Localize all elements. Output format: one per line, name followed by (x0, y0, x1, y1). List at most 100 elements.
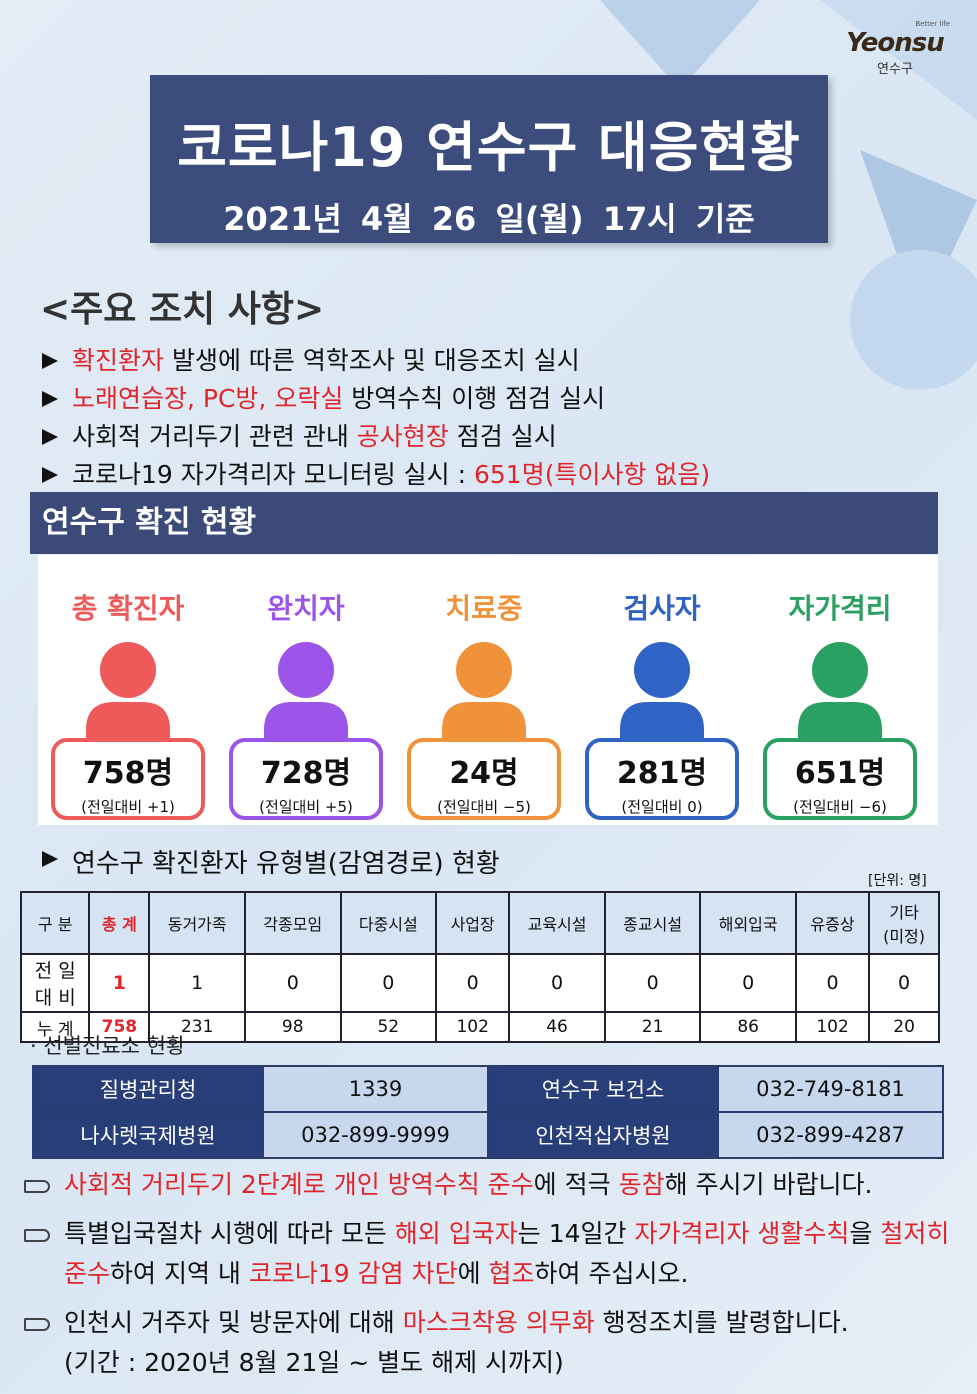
table-cell: 46 (508, 1011, 606, 1043)
table-cell: 52 (339, 1011, 438, 1043)
text: 발생에 따른 역학조사 및 대응조치 실시 (164, 346, 580, 375)
measure-list: 확진환자 발생에 따른 역학조사 및 대응조치 실시 노래연습장, PC방, 오락… (40, 342, 940, 494)
clinic-row: 질병관리청 1339 연수구 보건소 032-749-8181 (31, 1065, 944, 1113)
table-header-cell: 각종모임 (243, 891, 342, 955)
table-cell: 86 (699, 1011, 797, 1043)
title: 코로나19 연수구 대응현황 (177, 116, 801, 179)
text: 하여 주십시오. (534, 1259, 689, 1288)
table-cell: 누 계 (19, 1011, 91, 1043)
notice: 사회적 거리두기 2단계로 개인 방역수칙 준수에 적극 동참해 주시기 바랍니… (22, 1165, 967, 1205)
table-cell: 0 (508, 953, 606, 1013)
unit-label: [단위: 명] (868, 873, 927, 889)
table-cell: 0 (868, 953, 940, 1013)
types-heading: 연수구 확진환자 유형별(감염경로) 현황 (40, 843, 500, 880)
text: 는 14일간 (517, 1219, 635, 1248)
table-cell: 758 (88, 1011, 151, 1043)
table-cell: 231 (148, 1011, 246, 1043)
notices: 사회적 거리두기 2단계로 개인 방역수칙 준수에 적극 동참해 주시기 바랍니… (22, 1165, 967, 1392)
table-cell: 98 (243, 1011, 342, 1043)
text: 점검 실시 (448, 422, 557, 451)
text: 사회적 거리두기 관련 관내 (72, 422, 357, 451)
text: 방역수칙 이행 점검 실시 (343, 384, 606, 413)
clinics-table: 질병관리청 1339 연수구 보건소 032-749-8181 나사렛국제병원 032-8… (31, 1065, 944, 1159)
clinic-phone: 032-899-9999 (262, 1111, 489, 1159)
table-row: 누 계 758 231 98 52 102 46 21 86 102 20 (19, 1011, 940, 1043)
measure-item: 노래연습장, PC방, 오락실 방역수칙 이행 점검 실시 (40, 380, 940, 418)
date: 2021년 4월 26 일(월) 17시 기준 (223, 200, 755, 238)
card-change: (전일대비 0) (621, 798, 703, 816)
person-icon (86, 642, 170, 740)
card-change: (전일대비 −6) (793, 798, 887, 816)
text: 을 (849, 1219, 881, 1248)
measure-item: 사회적 거리두기 관련 관내 공사현장 점검 실시 (40, 418, 940, 456)
table-header-cell: 교육시설 (508, 891, 606, 955)
person-icon (442, 642, 526, 740)
clinic-phone: 1339 (262, 1065, 489, 1113)
highlight-text: 651명(특이사항 없음) (473, 460, 711, 489)
card-count: 651명 (794, 756, 886, 791)
table-cell: 0 (435, 953, 511, 1013)
notice-note: (기간 : 2020년 8월 21일 ~ 별도 해제 시까지) (64, 1348, 564, 1377)
card-label: 검사자 (623, 592, 701, 625)
status-card: 치료중 24명 (전일대비 −5) (399, 555, 569, 825)
text: 특별입국절차 시행에 따라 모든 (64, 1219, 395, 1248)
table-cell: 0 (243, 953, 342, 1013)
header: 코로나19 연수구 대응현황 2021년 4월 26 일(월) 17시 기준 (150, 75, 828, 243)
highlight-text: 노래연습장, PC방, 오락실 (72, 384, 344, 413)
table-cell: 102 (794, 1011, 871, 1043)
table-header-cell: 구 분 (19, 891, 91, 955)
notice: 인천시 거주자 및 방문자에 대해 마스크착용 의무화 행정조치를 발령합니다.… (22, 1303, 967, 1383)
status-card: 검사자 281명 (전일대비 0) (577, 555, 747, 825)
person-icon (620, 642, 704, 740)
highlight-text: 해외 입국자 (394, 1219, 518, 1248)
measure-item: 코로나19 자가격리자 모니터링 실시 : 651명(특이사항 없음) (40, 456, 940, 494)
text: 코로나19 자가격리자 모니터링 실시 : (72, 460, 474, 489)
logo-district: 연수구 (877, 62, 913, 77)
card-box: 758명 (전일대비 +1) (51, 738, 205, 820)
status-card: 자가격리 651명 (전일대비 −6) (755, 555, 925, 825)
table-cell: 0 (699, 953, 797, 1013)
background-decoration (600, 0, 977, 390)
measure-item: 확진환자 발생에 따른 역학조사 및 대응조치 실시 (40, 342, 940, 380)
logo-tagline: Better life (915, 20, 950, 28)
clinic-name: 나사렛국제병원 (31, 1111, 265, 1159)
highlight-text: 코로나19 감염 차단 (248, 1259, 458, 1288)
measures: <주요 조치 사항> 확진환자 발생에 따른 역학조사 및 대응조치 실시 노래연… (40, 280, 940, 494)
table-cell: 0 (794, 953, 871, 1013)
person-icon (798, 642, 882, 740)
table-cell: 전 일 대 비 (19, 953, 91, 1013)
card-box: 24명 (전일대비 −5) (407, 738, 561, 820)
text: 해 주시기 바랍니다. (664, 1170, 873, 1199)
card-change: (전일대비 +5) (259, 798, 353, 816)
clinic-phone: 032-749-8181 (717, 1065, 944, 1113)
text: 행정조치를 발령합니다. (594, 1308, 849, 1337)
card-count: 281명 (616, 756, 708, 791)
text: 에 (457, 1259, 489, 1288)
text: 에 적극 (533, 1170, 619, 1199)
text: 인천시 거주자 및 방문자에 대해 (64, 1308, 403, 1337)
notice: 특별입국절차 시행에 따라 모든 해외 입국자는 14일간 자가격리자 생활수칙… (22, 1214, 967, 1294)
text: 하여 지역 내 (110, 1259, 249, 1288)
card-box: 281명 (전일대비 0) (585, 738, 739, 820)
logo: Better life Yeonsu 연수구 (840, 20, 950, 77)
status-card: 총 확진자 758명 (전일대비 +1) (43, 555, 213, 825)
highlight-text: 협조 (488, 1259, 535, 1288)
table-header-cell: 사업장 (435, 891, 511, 955)
highlight-text: 마스크착용 의무화 (402, 1308, 595, 1337)
measures-heading: <주요 조치 사항> (40, 289, 325, 330)
highlight-text: 확진환자 (72, 346, 165, 375)
card-box: 651명 (전일대비 −6) (763, 738, 917, 820)
card-change: (전일대비 +1) (81, 798, 175, 816)
card-count: 728명 (260, 756, 352, 791)
highlight-text: 동참 (618, 1170, 665, 1199)
highlight-text: 자가격리자 생활수칙 (634, 1219, 850, 1248)
table-header-cell: 기타 (미정) (868, 891, 940, 955)
clinic-row: 나사렛국제병원 032-899-9999 인천적십자병원 032-899-4287 (31, 1111, 944, 1159)
table-header-cell: 해외입국 (699, 891, 797, 955)
table-cell: 21 (603, 1011, 702, 1043)
table-cell: 20 (868, 1011, 940, 1043)
status-cards: 총 확진자 758명 (전일대비 +1) 완치자 728명 (전일대비 +5) 치료중 24명… (38, 555, 938, 825)
